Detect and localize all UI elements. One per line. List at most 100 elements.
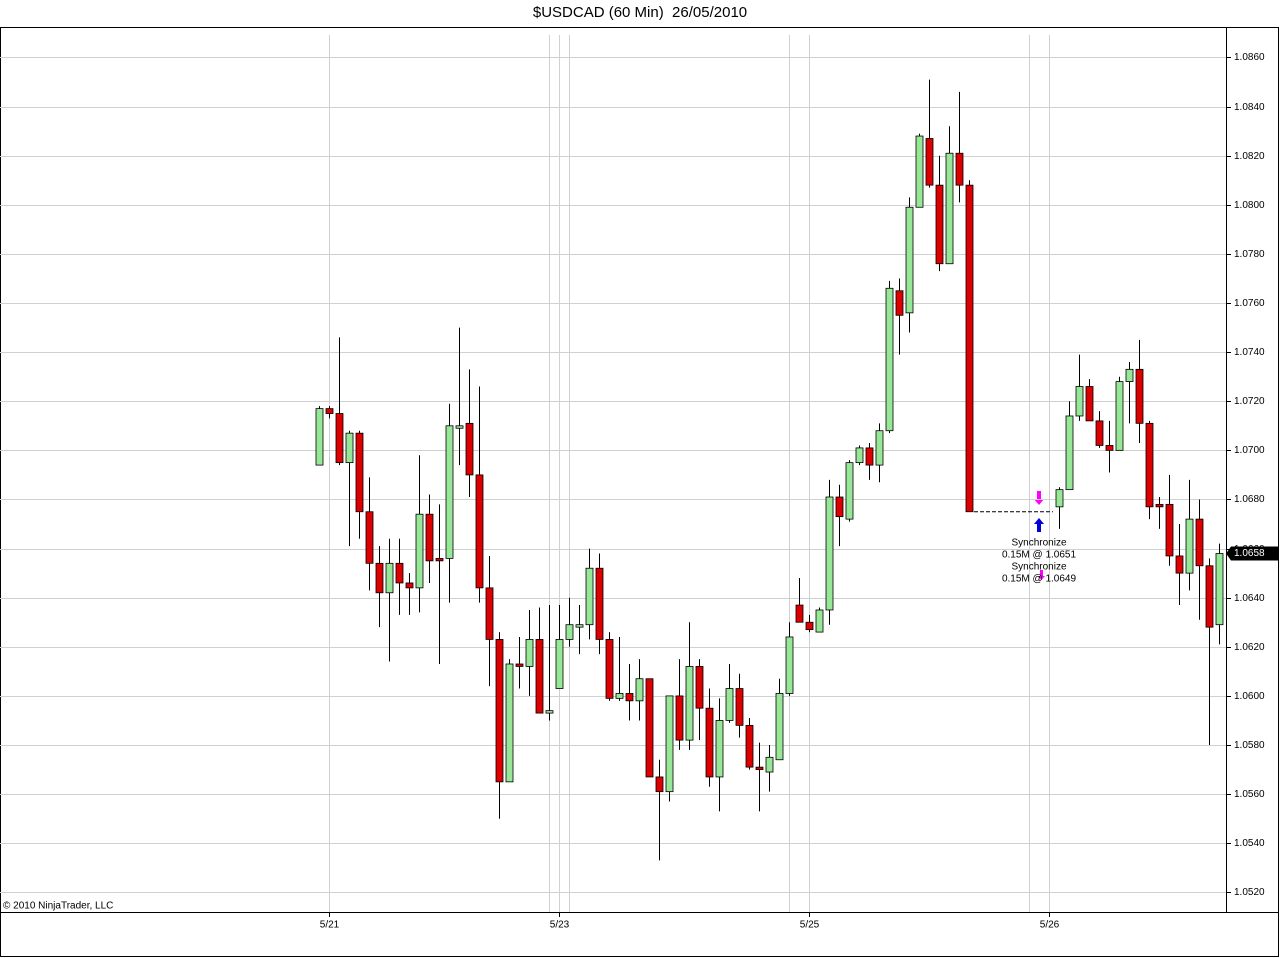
candle-body [1215, 553, 1224, 626]
candle-body [855, 447, 864, 464]
candle-body [535, 639, 544, 714]
candle-body [695, 666, 704, 709]
y-tick-label: 1.0740 [1234, 347, 1265, 358]
candle-body [1155, 503, 1164, 508]
candle-body [725, 688, 734, 721]
candle-body [575, 624, 584, 628]
candle-body [335, 413, 344, 464]
candle-body [1125, 368, 1134, 383]
candle-body [465, 422, 474, 476]
candle-body [675, 695, 684, 741]
last-price-label: 1.0658 [1234, 548, 1265, 559]
candle-body [615, 693, 624, 699]
y-tick-label: 1.0700 [1234, 445, 1265, 456]
candle-body [705, 707, 714, 778]
candle-body [605, 639, 614, 699]
candle-body [515, 663, 524, 667]
x-tick-label: 5/21 [320, 920, 340, 931]
candle-body [955, 152, 964, 186]
y-tick-label: 1.0600 [1234, 691, 1265, 702]
y-tick-label: 1.0540 [1234, 838, 1265, 849]
candle-body [455, 425, 464, 429]
order-annotation: 0.15M @ 1.0649 [1002, 574, 1077, 585]
candle-body [495, 639, 504, 783]
candle-body [885, 287, 894, 432]
candle-body [685, 666, 694, 741]
candle-body [915, 135, 924, 208]
candle-body [425, 513, 434, 562]
candle-body [935, 184, 944, 265]
candle-body [555, 639, 564, 689]
candle-body [835, 496, 844, 518]
candle-body [905, 206, 914, 314]
order-arrows [1034, 491, 1045, 580]
y-tick-label: 1.0860 [1234, 52, 1265, 63]
candle-body [825, 496, 834, 611]
buy-arrow [1034, 518, 1044, 532]
copyright: © 2010 NinjaTrader, LLC [3, 901, 113, 912]
x-tick-label: 5/25 [800, 920, 820, 931]
y-tick-label: 1.0840 [1234, 102, 1265, 113]
session-lines [549, 35, 1030, 912]
candle-body [1185, 518, 1194, 574]
candle-body [345, 432, 354, 464]
y-tick-label: 1.0680 [1234, 494, 1265, 505]
candle-body [315, 408, 324, 466]
order-annotation: Synchronize [1011, 562, 1066, 573]
candle-body [395, 562, 404, 584]
y-tick-label: 1.0720 [1234, 396, 1265, 407]
candle-body [325, 408, 334, 414]
last-price-box [1226, 546, 1279, 561]
order-annotation: Synchronize [1011, 538, 1066, 549]
candle-body [965, 184, 974, 513]
candle-body [375, 562, 384, 594]
candle-body [1095, 420, 1104, 446]
candle-body [485, 587, 494, 640]
candle-body [775, 693, 784, 761]
candle-body [735, 688, 744, 726]
y-tick-label: 1.0580 [1234, 740, 1265, 751]
sell-arrow [1034, 491, 1044, 505]
x-tick-label: 5/26 [1040, 920, 1060, 931]
candle-body [355, 432, 364, 513]
candle-body [545, 710, 554, 714]
candle-body [415, 513, 424, 589]
y-tick-label: 1.0620 [1234, 642, 1265, 653]
candle-body [1075, 386, 1084, 417]
y-tick-label: 1.0760 [1234, 298, 1265, 309]
candle-body [1115, 381, 1124, 451]
candle-body [1165, 503, 1174, 557]
candle-body [635, 678, 644, 702]
candle-body [565, 624, 574, 640]
candle-body [1195, 518, 1204, 567]
candle-body [895, 290, 904, 316]
candle-body [765, 756, 774, 773]
y-tick-label: 1.0640 [1234, 593, 1265, 604]
candle-body [435, 558, 444, 562]
candle-body [865, 447, 874, 466]
candle-body [875, 430, 884, 466]
candle-body [655, 776, 664, 793]
y-tick-label: 1.0800 [1234, 200, 1265, 211]
candle-body [1065, 415, 1074, 491]
candle-body [445, 425, 454, 559]
candle-body [1105, 445, 1114, 451]
y-tick-label: 1.0780 [1234, 249, 1265, 260]
candle-body [745, 724, 754, 768]
y-tick-label: 1.0560 [1234, 789, 1265, 800]
frame [0, 27, 1279, 957]
candle-body [845, 462, 854, 520]
candle-body [755, 766, 764, 770]
candle-body [665, 695, 674, 793]
candle-body [385, 562, 394, 594]
candle-body [1055, 489, 1064, 508]
candle-body [1205, 565, 1214, 628]
candle-body [525, 639, 534, 667]
candle-body [625, 693, 634, 702]
y-tick-label: 1.0820 [1234, 151, 1265, 162]
candle-body [585, 567, 594, 626]
candle-body [1175, 555, 1184, 574]
candle-body [475, 474, 484, 589]
y-tick-label: 1.0520 [1234, 887, 1265, 898]
